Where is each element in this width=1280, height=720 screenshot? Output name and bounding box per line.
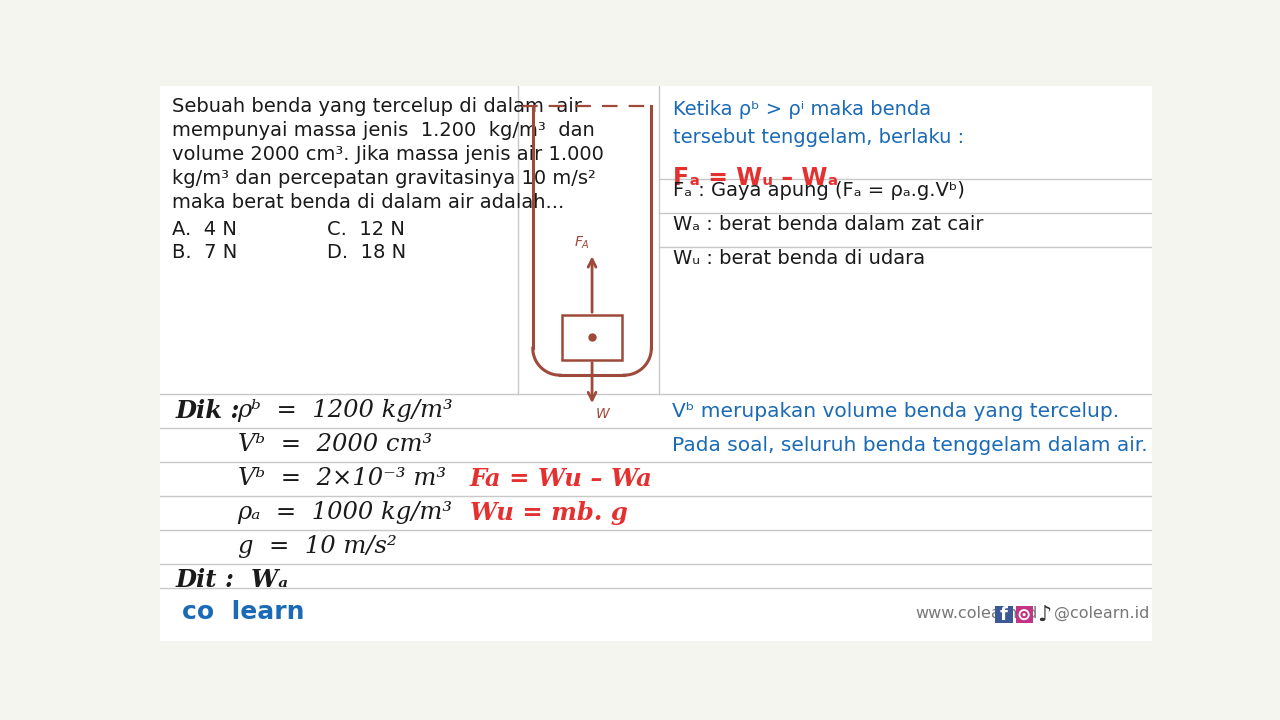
- Text: Fa = Wu – Wa: Fa = Wu – Wa: [470, 467, 653, 491]
- Text: g  =  10 m/s²: g = 10 m/s²: [238, 534, 397, 557]
- Text: $W$: $W$: [595, 408, 612, 421]
- Text: Pada soal, seluruh benda tenggelam dalam air.: Pada soal, seluruh benda tenggelam dalam…: [672, 436, 1147, 455]
- Text: ρᵇ  =  1200 kg/m³: ρᵇ = 1200 kg/m³: [238, 399, 453, 422]
- Text: Vᵇ  =  2000 cm³: Vᵇ = 2000 cm³: [238, 433, 431, 456]
- Text: A.  4 N: A. 4 N: [173, 220, 237, 238]
- Text: Dik :: Dik :: [175, 399, 257, 423]
- Circle shape: [1023, 613, 1025, 616]
- Text: Dit :  Wₐ: Dit : Wₐ: [175, 568, 288, 593]
- Text: f: f: [1000, 606, 1007, 624]
- Text: volume 2000 cm³. Jika massa jenis air 1.000: volume 2000 cm³. Jika massa jenis air 1.…: [173, 145, 604, 164]
- Bar: [562, 315, 622, 360]
- Text: ♪: ♪: [1037, 605, 1052, 625]
- Text: mempunyai massa jenis  1.200  kg/m³  dan: mempunyai massa jenis 1.200 kg/m³ dan: [173, 121, 595, 140]
- Text: kg/m³ dan percepatan gravitasinya 10 m/s²: kg/m³ dan percepatan gravitasinya 10 m/s…: [173, 168, 596, 188]
- Text: ρₐ  =  1000 kg/m³: ρₐ = 1000 kg/m³: [238, 500, 453, 523]
- Bar: [996, 606, 1012, 623]
- Text: Fₐ = Wᵤ – Wₐ: Fₐ = Wᵤ – Wₐ: [673, 166, 838, 189]
- Text: B.  7 N: B. 7 N: [173, 243, 238, 263]
- Bar: [1015, 606, 1033, 623]
- Text: C.  12 N: C. 12 N: [326, 220, 404, 238]
- Text: tersebut tenggelam, berlaku :: tersebut tenggelam, berlaku :: [673, 128, 964, 147]
- Bar: [160, 395, 1152, 588]
- Text: Wᵤ : berat benda di udara: Wᵤ : berat benda di udara: [673, 249, 925, 268]
- Text: Ketika ρᵇ > ρⁱ maka benda: Ketika ρᵇ > ρⁱ maka benda: [673, 100, 931, 120]
- Text: Vᵇ merupakan volume benda yang tercelup.: Vᵇ merupakan volume benda yang tercelup.: [672, 402, 1119, 421]
- Text: co  learn: co learn: [182, 600, 305, 624]
- Text: Vᵇ  =  2×10⁻³ m³: Vᵇ = 2×10⁻³ m³: [238, 467, 445, 490]
- Text: @colearn.id: @colearn.id: [1055, 606, 1149, 621]
- Text: Sebuah benda yang tercelup di dalam  air: Sebuah benda yang tercelup di dalam air: [173, 97, 582, 116]
- Text: www.colearn.id: www.colearn.id: [915, 606, 1038, 621]
- Bar: [160, 588, 1152, 641]
- Text: D.  18 N: D. 18 N: [326, 243, 406, 263]
- Text: Wₐ : berat benda dalam zat cair: Wₐ : berat benda dalam zat cair: [673, 215, 983, 234]
- Text: maka berat benda di dalam air adalah...: maka berat benda di dalam air adalah...: [173, 193, 564, 212]
- Text: Wu = mb. g: Wu = mb. g: [470, 500, 628, 525]
- Text: $F_A$: $F_A$: [573, 235, 590, 251]
- Bar: [160, 86, 1152, 395]
- Text: Fₐ : Gaya apung (Fₐ = ρₐ.g.Vᵇ): Fₐ : Gaya apung (Fₐ = ρₐ.g.Vᵇ): [673, 181, 965, 200]
